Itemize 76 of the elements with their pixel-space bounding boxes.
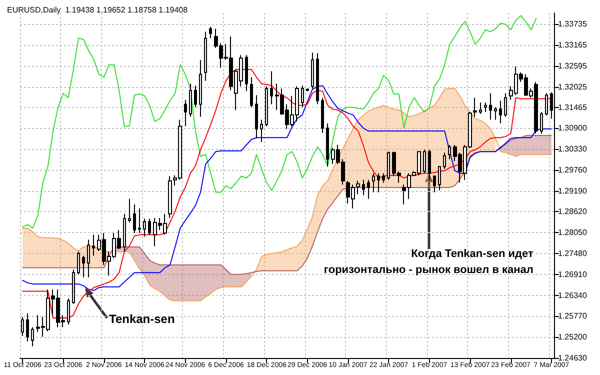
candlestick [250,76,253,108]
candlestick [138,208,141,234]
candlestick [255,94,258,139]
candlestick [270,70,273,105]
candlestick [133,204,136,234]
candlestick [31,326,34,347]
candlestick [245,54,248,92]
line-series [22,134,552,275]
candlestick [168,176,172,218]
candlestick [189,83,192,118]
candlestick [372,172,375,193]
candlestick [326,122,329,168]
annotation: Когда Tenkan-sen идет горизонтально - рынок вошел в канал [324,248,534,276]
y-tick-label: 1.33165 [558,40,588,50]
chart-title: EURUSD,Daily 1.19438 1.19652 1.18758 1.19408 [7,6,188,14]
candlestick [128,198,131,223]
candlestick [504,92,507,118]
candlestick [311,52,314,90]
candlestick [72,269,75,304]
y-tick-label: 1.29760 [558,165,588,174]
candlestick [362,179,365,196]
candlestick [321,97,324,134]
candlestick [26,312,29,342]
candlestick [377,172,380,193]
candlestick [209,26,212,39]
candlestick [382,172,385,184]
candlestick [545,92,548,116]
y-tick-label: 1.26910 [558,270,588,279]
candlestick [423,149,426,174]
y-tick-label: 1.30330 [558,144,588,154]
candlestick [148,218,151,236]
candlestick [479,102,482,114]
candlestick [82,255,85,278]
candlestick [204,31,207,82]
y-tick-label: 1.28050 [558,228,588,238]
candlestick [92,234,95,256]
line-series [22,15,537,229]
candlestick [184,99,187,127]
y-tick-label: 1.24630 [558,354,588,362]
annotation: Tenkan-sen [109,312,175,326]
candlestick [489,92,492,120]
candlestick [316,52,319,105]
candlestick [367,179,370,200]
candlestick [123,213,126,252]
y-tick-label: 1.33735 [558,20,588,29]
candlestick [448,144,451,160]
candlestick [443,152,446,170]
y-tick-label: 1.27480 [558,249,588,258]
y-tick-label: 1.32595 [558,61,588,70]
candlestick [428,149,431,180]
y-tick-label: 1.25770 [558,312,588,321]
candlestick [143,218,146,238]
candlestick [499,100,502,124]
y-tick-label: 1.30900 [558,124,588,133]
candlestick [540,111,543,134]
candlestick [484,102,487,112]
y-tick-label: 1.32025 [558,82,588,92]
candlestick [21,316,24,336]
candlestick [301,85,304,108]
y-tick-label: 1.31465 [558,102,588,112]
candlestick [67,298,70,326]
candlestick [194,85,197,108]
y-tick-label: 1.29190 [558,186,588,196]
y-tick-label: 1.26340 [558,290,588,300]
candlestick [87,239,90,278]
y-tick-label: 1.28620 [558,207,588,216]
candlestick [433,174,436,193]
y-tick-label: 1.25200 [558,332,588,342]
candlestick [77,251,80,275]
candlestick [438,165,441,191]
candlestick [473,97,477,118]
candlestick [494,106,497,120]
candlestick [199,59,202,118]
candlestick [387,151,390,180]
candlestick [265,86,268,127]
candlestick [260,119,263,143]
